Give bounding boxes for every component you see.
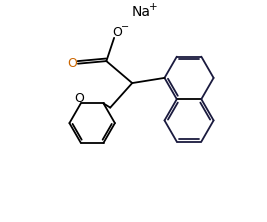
Text: O: O xyxy=(74,92,84,105)
Text: +: + xyxy=(149,2,158,12)
Text: Na: Na xyxy=(132,5,151,19)
Text: O: O xyxy=(67,57,77,70)
Text: O: O xyxy=(112,26,122,39)
Text: −: − xyxy=(121,22,129,32)
